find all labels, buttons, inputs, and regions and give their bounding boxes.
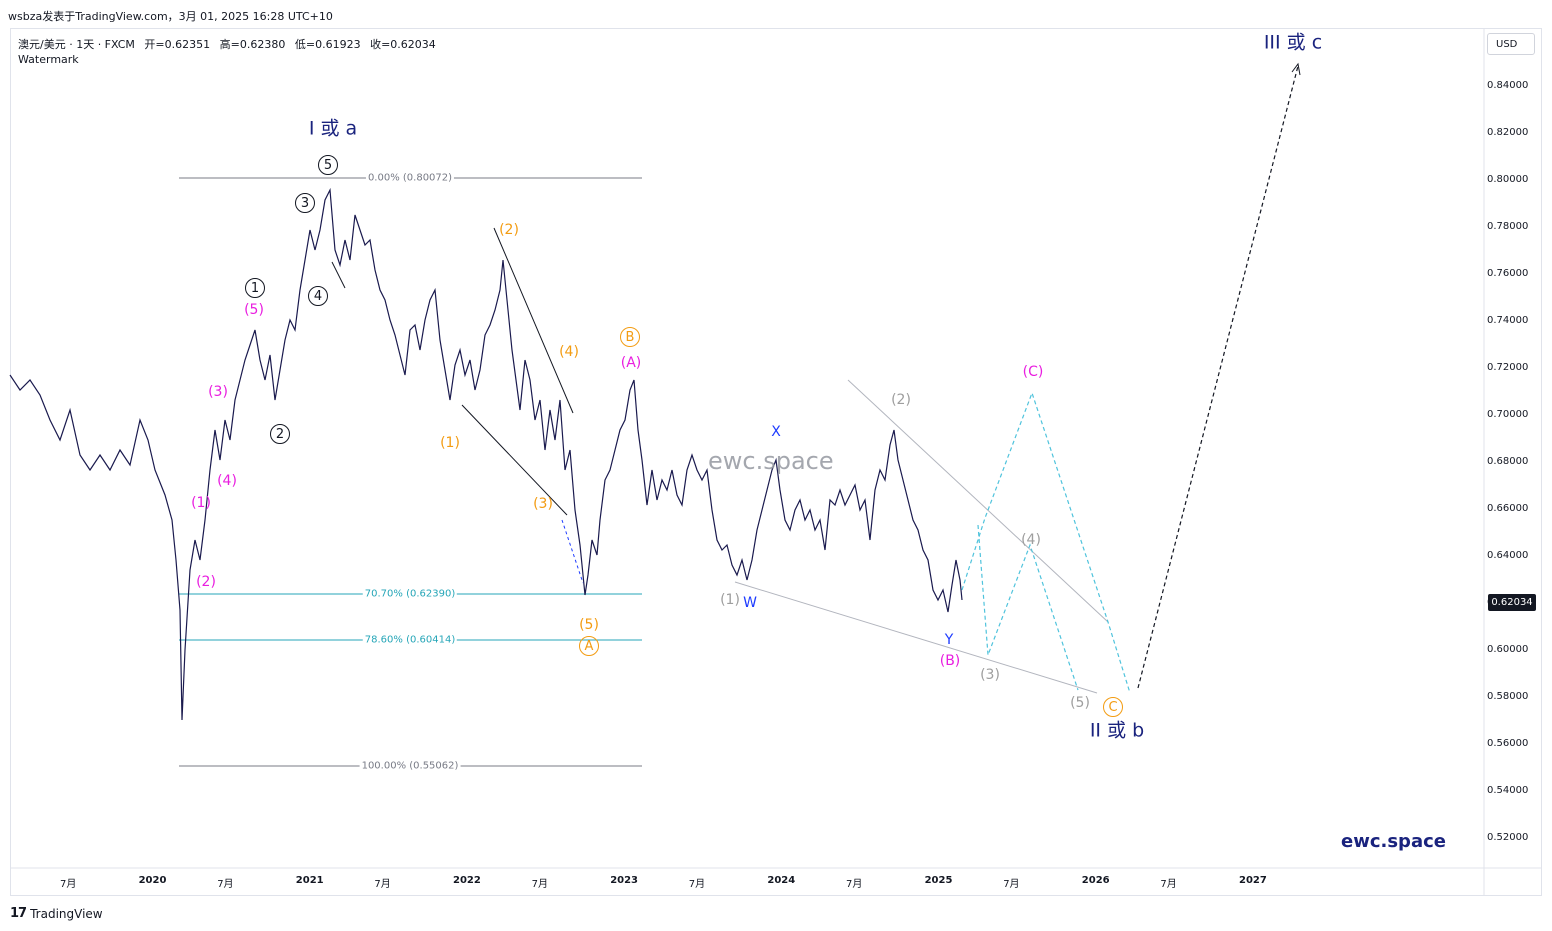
- wave-orange-circled-C: C: [1103, 697, 1123, 717]
- price-axis-label: 0.84000: [1487, 80, 1529, 91]
- price-axis-label: 0.66000: [1487, 503, 1529, 514]
- time-axis-label: 7月: [1003, 879, 1020, 890]
- price-axis-label: 0.78000: [1487, 221, 1529, 232]
- ohlc-high: 高=0.62380: [219, 38, 286, 51]
- symbol-name[interactable]: 澳元/美元 · 1天 · FXCM: [18, 38, 135, 51]
- brand-text: ewc.space: [1341, 831, 1446, 852]
- last-price-badge: 0.62034: [1488, 594, 1536, 611]
- wave-orange-circled-A: A: [579, 636, 599, 656]
- price-axis-label: 0.64000: [1487, 550, 1529, 561]
- time-axis-label: 2025: [924, 875, 953, 886]
- publish-header: wsbza发表于TradingView.com，3月 01, 2025 16:2…: [0, 0, 1552, 28]
- price-axis-label: 0.72000: [1487, 362, 1529, 373]
- wave-magenta-A: (A): [620, 355, 642, 371]
- time-axis-label: 7月: [374, 879, 391, 890]
- price-axis-label: 0.58000: [1487, 691, 1529, 702]
- price-axis-label: 0.52000: [1487, 832, 1529, 843]
- ohlc-close: 收=0.62034: [370, 38, 436, 51]
- wave-circled-3: 3: [295, 193, 315, 213]
- ohlc-low: 低=0.61923: [294, 38, 361, 51]
- time-axis-label: 7月: [1160, 879, 1177, 890]
- wave-magenta-4: (4): [217, 473, 237, 489]
- tradingview-logo[interactable]: 17 TradingView: [10, 906, 103, 921]
- chart-watermark: ewc.space: [708, 447, 834, 475]
- wave-gray-5: (5): [1070, 695, 1090, 711]
- time-axis-label: 2020: [138, 875, 167, 886]
- wave-circled-1: 1: [245, 278, 265, 298]
- wave-gray-4: (4): [1021, 532, 1041, 548]
- time-axis-label: 7月: [60, 879, 77, 890]
- wave-magenta-3: (3): [208, 384, 228, 400]
- wave-orange-1: (1): [440, 435, 460, 451]
- price-axis-label: 0.54000: [1487, 785, 1529, 796]
- time-axis-label: 2024: [767, 875, 796, 886]
- wave-gray-2: (2): [891, 392, 911, 408]
- publish-info: wsbza发表于TradingView.com，3月 01, 2025 16:2…: [8, 10, 333, 23]
- price-axis-label: 0.70000: [1487, 409, 1529, 420]
- wave-magenta-5: (5): [244, 302, 264, 318]
- fib-label-0: 0.00% (0.80072): [365, 172, 455, 184]
- wave-magenta-1: (1): [191, 495, 211, 511]
- wave-magenta-C: (C): [1022, 364, 1044, 380]
- time-axis-label: 2023: [610, 875, 639, 886]
- wave-blue-X: X: [771, 424, 781, 440]
- fib-label-707: 70.70% (0.62390): [362, 588, 458, 600]
- time-axis-label: 7月: [531, 879, 548, 890]
- time-axis-label: 2021: [295, 875, 324, 886]
- wave-orange-circled-B: B: [620, 327, 640, 347]
- watermark-indicator[interactable]: Watermark: [18, 53, 79, 66]
- wave-orange-4: (4): [559, 344, 579, 360]
- wave-label-major-one: I 或 a: [308, 117, 358, 140]
- wave-blue-W: W: [743, 595, 757, 611]
- price-axis-label: 0.74000: [1487, 315, 1529, 326]
- price-axis-label: 0.60000: [1487, 644, 1529, 655]
- wave-circled-5: 5: [318, 155, 338, 175]
- price-axis-label: 0.56000: [1487, 738, 1529, 749]
- tradingview-mark-icon: 17: [10, 906, 27, 921]
- ohlc-open: 开=0.62351: [144, 38, 211, 51]
- time-axis-label: 7月: [688, 879, 706, 890]
- wave-circled-2: 2: [270, 424, 290, 444]
- wave-magenta-2: (2): [196, 574, 216, 590]
- price-axis-label: 0.82000: [1487, 127, 1529, 138]
- price-axis-label: 0.80000: [1487, 174, 1529, 185]
- wave-gray-3: (3): [980, 667, 1000, 683]
- fib-label-100: 100.00% (0.55062): [359, 760, 461, 772]
- wave-gray-1: (1): [720, 592, 740, 608]
- wave-blue-Y: Y: [944, 632, 954, 648]
- time-axis-label: 7月: [846, 879, 863, 890]
- wave-orange-2: (2): [499, 222, 519, 238]
- wave-orange-3: (3): [533, 496, 553, 512]
- time-axis-label: 2026: [1081, 875, 1110, 886]
- time-axis-label: 2027: [1239, 875, 1267, 886]
- time-axis-label: 7月: [217, 879, 234, 890]
- wave-label-major-three: III 或 c: [1263, 31, 1323, 54]
- wave-magenta-B: (B): [939, 653, 961, 669]
- wave-circled-4: 4: [308, 286, 328, 306]
- fib-label-786: 78.60% (0.60414): [362, 634, 458, 646]
- currency-selector[interactable]: USD: [1487, 33, 1535, 55]
- wave-label-major-two: II 或 b: [1089, 719, 1145, 742]
- symbol-legend: 澳元/美元 · 1天 · FXCM 开=0.62351 高=0.62380 低=…: [18, 36, 442, 52]
- wave-orange-5: (5): [579, 617, 599, 633]
- tradingview-name: TradingView: [30, 906, 103, 921]
- price-axis-label: 0.68000: [1487, 456, 1529, 467]
- price-axis-label: 0.76000: [1487, 268, 1529, 279]
- time-axis-label: 2022: [453, 875, 481, 886]
